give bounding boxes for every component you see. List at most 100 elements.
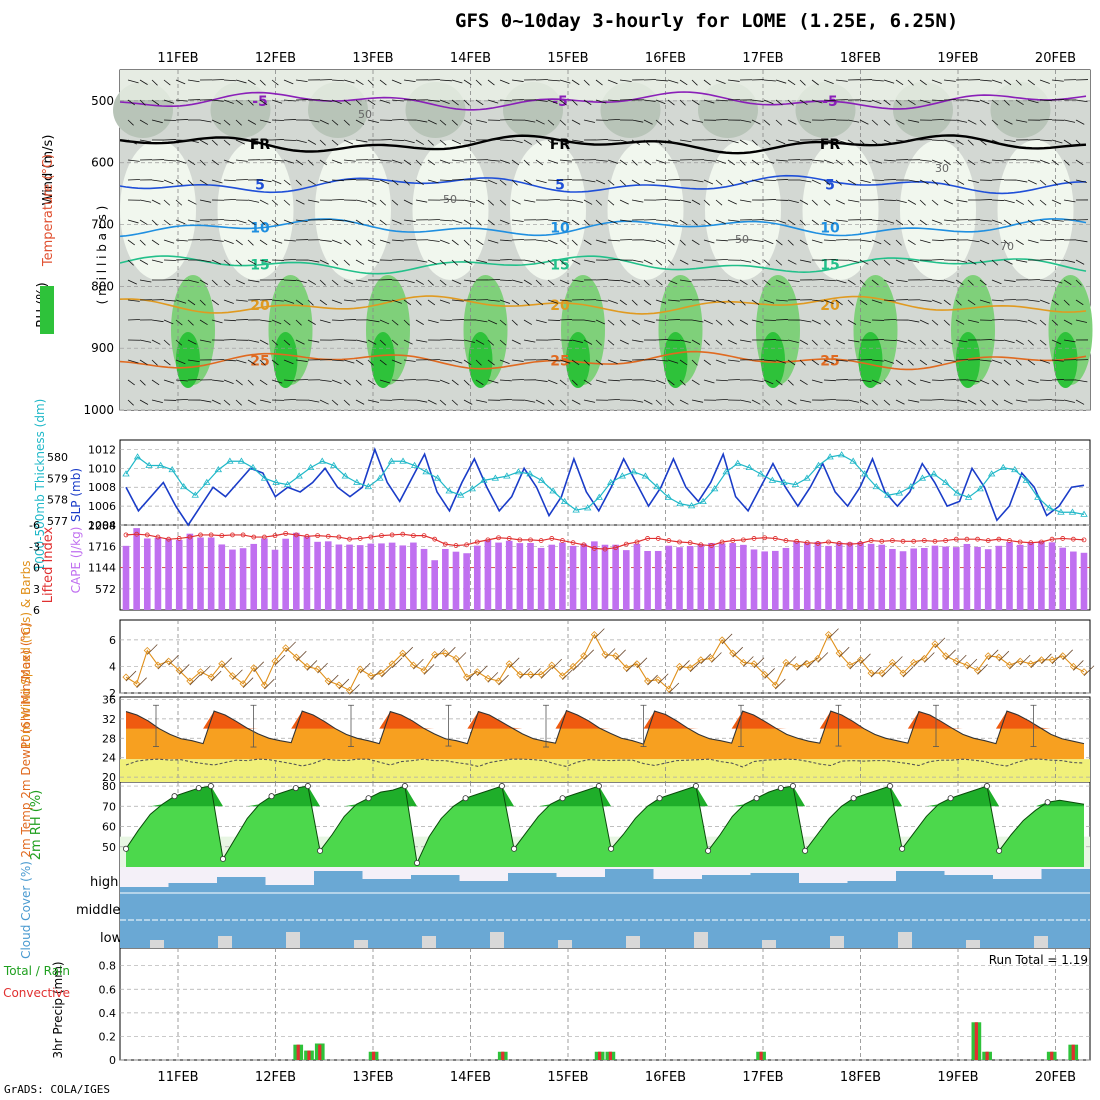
- wind-barb: [799, 339, 809, 345]
- wind-barb: [1051, 179, 1058, 186]
- wind-barb: [211, 139, 218, 146]
- wind-barb: [751, 399, 761, 405]
- date-label-top: 18FEB: [840, 51, 881, 66]
- wind-barb: [547, 99, 558, 105]
- wind-barb: [1039, 199, 1047, 206]
- rh-point: [983, 783, 990, 790]
- wind-barb: [1039, 339, 1047, 346]
- wind-barb: [655, 379, 666, 385]
- wind-barb: [991, 319, 1004, 321]
- cape-bar: [995, 545, 1003, 610]
- wind-barb: [295, 179, 302, 186]
- wind-barb: [307, 159, 314, 166]
- wind-barb: [367, 239, 376, 246]
- wind-barb: [643, 319, 655, 324]
- wind-barb: [199, 199, 212, 203]
- wind-barb: [631, 319, 641, 325]
- wind-barb-10m: [381, 666, 392, 678]
- cape-bar: [825, 545, 832, 610]
- wind-barb: [367, 399, 380, 403]
- lifted-index-point: [826, 539, 831, 545]
- wind-barb: [667, 159, 680, 162]
- wind-barb: [727, 359, 740, 362]
- wind-barb: [187, 219, 200, 223]
- wind-barb: [379, 199, 387, 206]
- lifted-index-point: [847, 541, 853, 547]
- wind-barb: [883, 319, 896, 321]
- wind-barb: [967, 179, 979, 183]
- dewpoint-line: [125, 758, 1085, 768]
- cloud-high-gap: [896, 867, 945, 871]
- thickness-point: [560, 497, 569, 505]
- wind-barb: [919, 359, 928, 366]
- wind-barb: [715, 79, 726, 85]
- wind-speed-point: [803, 660, 811, 668]
- lifted-index-point: [602, 546, 608, 552]
- wind-barb: [871, 139, 879, 146]
- wind-barb: [271, 99, 283, 104]
- cape-bar: [729, 543, 737, 610]
- wind-barb: [1015, 399, 1028, 403]
- wind-barb: [655, 399, 663, 406]
- wind-barb: [451, 259, 458, 266]
- wind-barb: [547, 379, 558, 385]
- cape-bar: [261, 538, 268, 610]
- wind-barb: [715, 379, 728, 382]
- wind-barb: [799, 259, 812, 263]
- wind-barb: [499, 159, 511, 164]
- wind-barb: [559, 79, 571, 84]
- wind-speed-point: [1080, 668, 1088, 676]
- wind-barb: [799, 239, 808, 246]
- wind-barb: [775, 119, 783, 126]
- cloud-high-gap: [168, 867, 217, 883]
- wind-barb: [967, 159, 976, 166]
- cape-bar: [239, 548, 247, 610]
- wind-barb: [487, 199, 495, 206]
- wind-speed-point: [558, 672, 566, 680]
- cape-bar: [984, 549, 992, 610]
- wind-barb: [247, 279, 260, 283]
- thickness-point: [237, 457, 246, 464]
- wind-barb: [823, 319, 831, 326]
- wind-barb: [1003, 99, 1010, 106]
- wind-barb-10m: [594, 628, 605, 639]
- wind-speed-point: [367, 672, 375, 680]
- wind-barb: [1039, 399, 1052, 401]
- isotherm-label: 10: [820, 221, 840, 237]
- wind-barb: [127, 399, 134, 406]
- date-label-top: 11FEB: [157, 51, 198, 66]
- wind-barb: [715, 199, 723, 206]
- slp-line: [125, 447, 1085, 527]
- wind-barb: [763, 279, 771, 286]
- wind-barb: [571, 239, 578, 246]
- wind-barb: [451, 159, 464, 162]
- lifted-index-point: [506, 536, 512, 541]
- wind-barb: [259, 79, 266, 86]
- wind-barb: [919, 79, 927, 86]
- wind-barb: [727, 339, 737, 345]
- wind-speed-point: [186, 677, 194, 685]
- wind-barb: [595, 99, 607, 104]
- cape-bar: [293, 532, 300, 610]
- cape-bar: [1059, 547, 1067, 610]
- wind-barb: [319, 179, 331, 184]
- page-title: GFS 0~10day 3-hourly for LOME (1.25E, 6.…: [455, 10, 959, 32]
- wind-barb: [703, 279, 716, 281]
- wind-barb: [271, 239, 283, 244]
- cape-bar: [952, 547, 960, 610]
- wind-barb: [883, 259, 891, 266]
- cape-bar: [591, 541, 598, 610]
- wind-barb: [547, 299, 559, 304]
- wind-barb: [619, 139, 631, 144]
- cape-bar: [622, 550, 630, 610]
- wind-barb: [643, 159, 652, 166]
- wind-barb: [235, 299, 248, 302]
- wind-barb: [271, 199, 279, 206]
- wind-barb: [931, 399, 944, 401]
- cloud-high-gap: [362, 867, 411, 879]
- lifted-index-point: [336, 534, 342, 540]
- wind-barb: [811, 279, 824, 281]
- wind-barb-10m: [817, 652, 829, 663]
- wind-barb: [547, 259, 555, 266]
- wind-barb: [907, 319, 920, 323]
